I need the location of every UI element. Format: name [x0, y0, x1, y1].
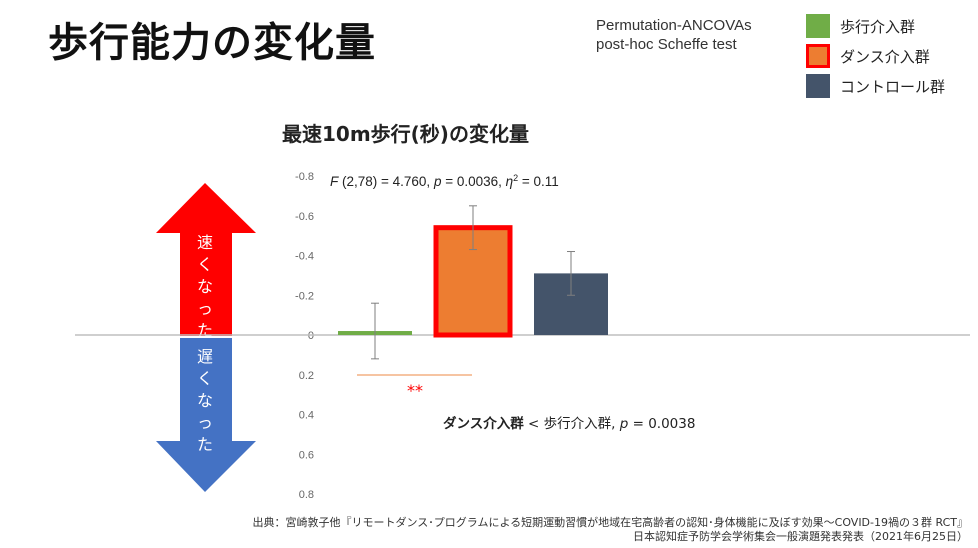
legend-label: 歩行介入群 — [840, 18, 916, 36]
legend-swatch — [806, 44, 830, 68]
faster-label-char: な — [197, 277, 213, 296]
legend-label: ダンス介入群 — [840, 48, 930, 66]
test-method-note: Permutation-ANCOVAs post-hoc Scheffe tes… — [596, 16, 752, 54]
faster-label-char: っ — [197, 299, 213, 318]
faster-label-char: た — [197, 321, 213, 340]
y-tick-label: -0.8 — [295, 171, 314, 183]
page-title: 歩行能力の変化量 — [48, 20, 376, 66]
slower-label-char: っ — [197, 413, 213, 432]
y-tick-label: 0.2 — [299, 370, 314, 382]
y-tick-label: -0.4 — [295, 251, 314, 263]
comparison-text: ダンス介入群 < 歩行介入群, p = 0.0038 — [443, 415, 695, 432]
slower-label-char: 遅 — [197, 347, 213, 366]
slower-arrow — [156, 338, 256, 492]
slower-label-char: く — [197, 369, 213, 388]
y-tick-label: 0.8 — [299, 489, 314, 501]
stats-annotation: F (2,78) = 4.760, p = 0.0036, η2 = 0.11 — [330, 173, 559, 189]
legend-swatch — [806, 14, 830, 38]
test-note-line2: post-hoc Scheffe test — [596, 36, 737, 53]
chart-title: 最速10m歩行(秒)の変化量 — [282, 122, 529, 146]
slower-label-char: た — [197, 435, 213, 454]
faster-label-char: く — [197, 255, 213, 274]
y-tick-label: 0 — [308, 330, 314, 342]
slower-label-char: な — [197, 391, 213, 410]
source-line1: 出典：宮崎敦子他『リモートダンス･プログラムによる短期運動習慣が地域在宅高齢者の… — [252, 516, 968, 529]
faster-label-char: 速 — [197, 233, 213, 252]
source-citation: 出典：宮崎敦子他『リモートダンス･プログラムによる短期運動習慣が地域在宅高齢者の… — [253, 516, 968, 544]
test-note-line1: Permutation-ANCOVAs — [596, 17, 752, 34]
faster-arrow — [156, 183, 256, 336]
y-tick-label: -0.6 — [295, 211, 314, 223]
y-tick-label: 0.6 — [299, 449, 314, 461]
source-line2: 日本認知症予防学会学術集会一般演題発表発表（2021年6月25日） — [633, 530, 968, 543]
legend-swatch — [806, 74, 830, 98]
legend-label: コントロール群 — [840, 78, 946, 96]
y-tick-label: -0.2 — [295, 290, 314, 302]
significance-marker: ** — [407, 381, 423, 400]
y-tick-label: 0.4 — [299, 410, 314, 422]
